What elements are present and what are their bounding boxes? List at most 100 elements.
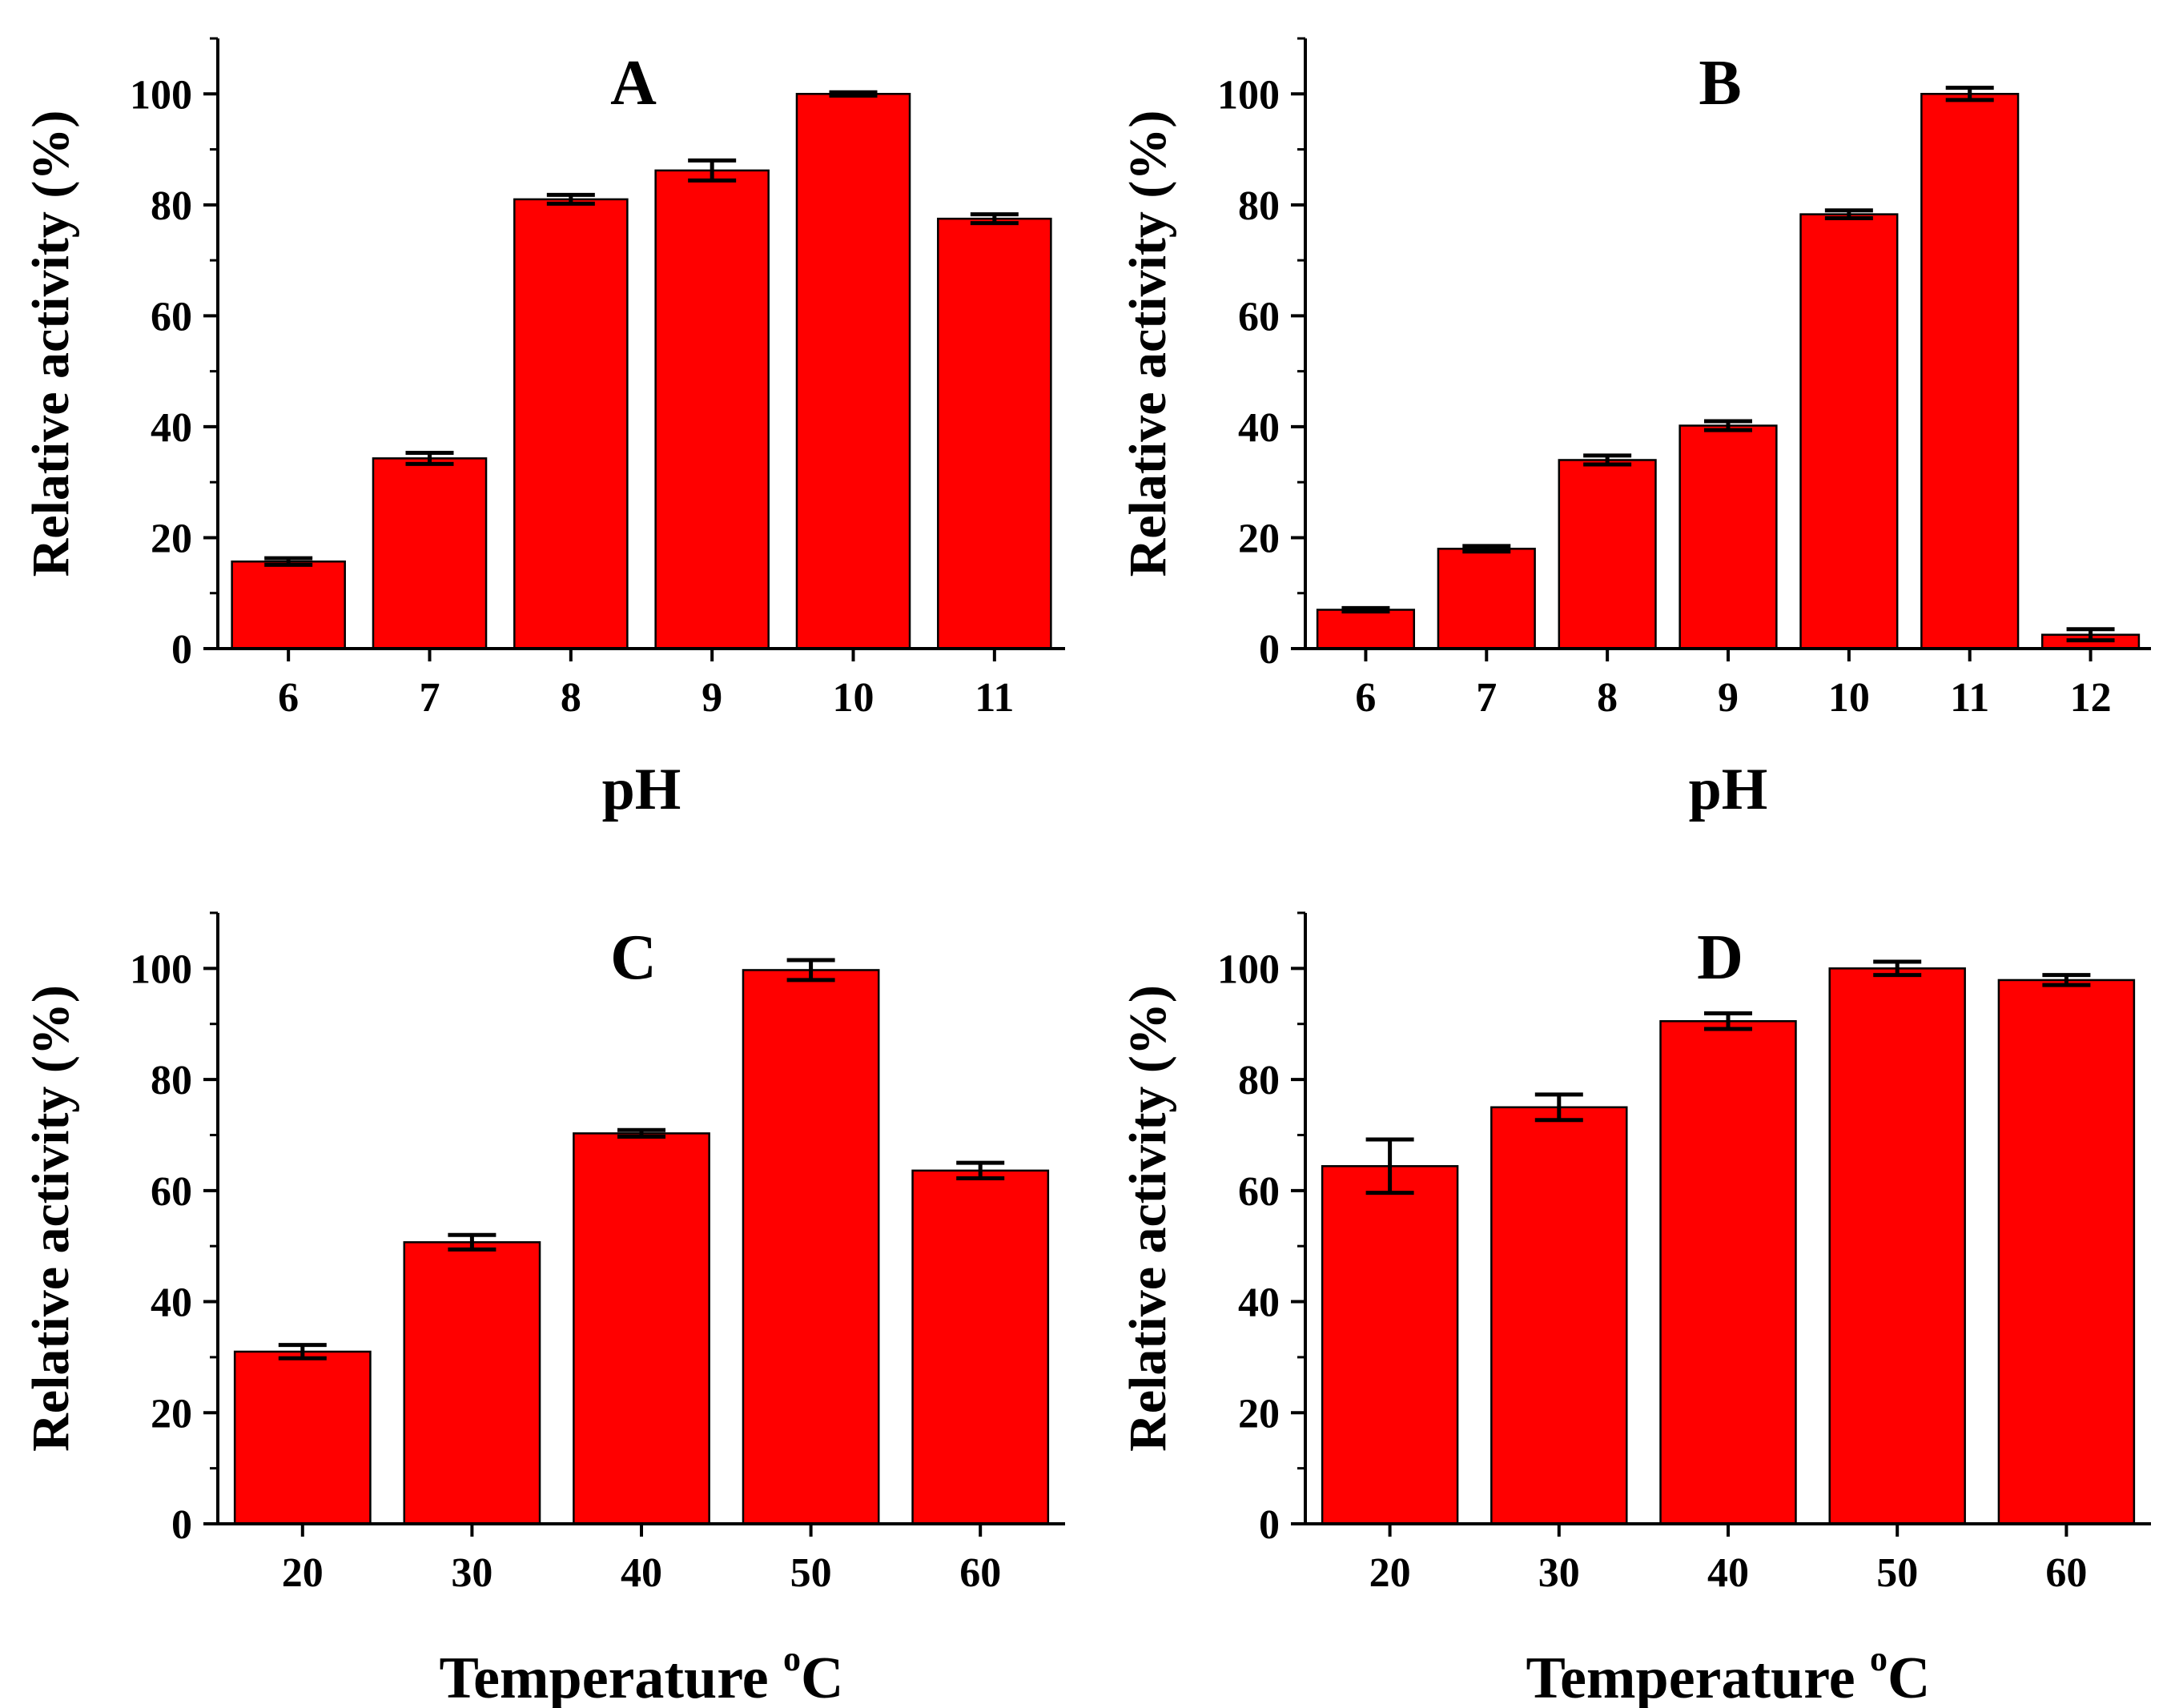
error-bar [1534, 1092, 1583, 1123]
panel-b: 6 7 8 9 10 11 12 0 20 40 60 80 100 B Relative activity… [1119, 37, 2151, 822]
y-tick-label: 40 [151, 405, 192, 451]
bar [1799, 213, 1899, 650]
y-tick-label: 60 [1238, 1169, 1280, 1215]
x-tick-label: 20 [282, 1550, 324, 1596]
y-axis-title: Relative activity (%) [22, 111, 80, 577]
error-bar [1704, 419, 1752, 432]
y-tick-label: 100 [1217, 946, 1280, 992]
x-tick-label: 60 [959, 1550, 1001, 1596]
y-tick-label: 80 [1238, 183, 1280, 229]
bar [1920, 93, 2020, 650]
bar [573, 1132, 710, 1525]
bar [1828, 967, 1966, 1525]
panel-a: 6 7 8 9 10 11 0 20 40 60 80 100 A Relative activity (… [22, 37, 1065, 822]
y-axis-title: Relative activity (%) [1119, 111, 1177, 577]
y-tick-label: 20 [151, 1391, 192, 1437]
y-tick-label: 80 [1238, 1058, 1280, 1103]
y-tick-label: 100 [130, 946, 192, 992]
error-bar [448, 1232, 497, 1252]
panel-letter: A [610, 48, 657, 119]
bar [911, 1169, 1050, 1525]
y-tick-label: 60 [1238, 294, 1280, 340]
y-axis-title: Relative activity (%) [22, 985, 80, 1452]
y-tick-label: 0 [1259, 1502, 1280, 1548]
error-bar [1341, 605, 1390, 614]
y-tick-label: 80 [151, 183, 192, 229]
error-bar [264, 556, 313, 567]
x-axis-title-text: Temperature [440, 1646, 784, 1708]
error-bar [546, 192, 595, 206]
x-tick-label: 40 [621, 1550, 662, 1596]
x-tick-label: 9 [702, 675, 722, 721]
error-bar [2042, 973, 2091, 987]
y-tick-label: 100 [130, 72, 192, 118]
x-tick-label: 10 [1828, 675, 1870, 721]
error-bar [1462, 544, 1511, 554]
x-tick-label: 20 [1369, 1550, 1411, 1596]
error-bar [1873, 959, 1922, 978]
x-tick-label: 7 [1476, 675, 1497, 721]
y-tick-label: 0 [1259, 627, 1280, 673]
y-tick-label: 20 [1238, 1391, 1280, 1437]
bar [513, 198, 629, 650]
x-tick-label: 6 [278, 675, 299, 721]
x-tick-label: 10 [833, 675, 874, 721]
error-bar [956, 1160, 1005, 1181]
y-tick-label: 0 [171, 627, 192, 673]
bar [231, 560, 346, 650]
y-axis-title: Relative activity (%) [1119, 985, 1177, 1452]
bar [1997, 979, 2136, 1525]
y-tick-label: 40 [151, 1280, 192, 1326]
bar [233, 1350, 372, 1525]
x-tick-label: 11 [1950, 675, 1989, 721]
panel-letter: C [610, 922, 657, 993]
error-bar [829, 90, 878, 98]
y-tick-label: 60 [151, 294, 192, 340]
bar [403, 1241, 541, 1525]
y-tick-label: 40 [1238, 405, 1280, 451]
x-tick-label: 8 [561, 675, 581, 721]
y-tick-label: 20 [1238, 516, 1280, 561]
bar [372, 457, 488, 650]
x-tick-label: 30 [1538, 1550, 1580, 1596]
error-bar [970, 212, 1019, 226]
y-tick-label: 20 [151, 516, 192, 561]
error-bar [786, 958, 835, 983]
x-axis-title: Temperature oC [440, 1639, 844, 1708]
bar [1316, 609, 1416, 650]
bar [1659, 1020, 1797, 1525]
x-axis-title: pH [1689, 757, 1768, 822]
bar [1437, 548, 1536, 650]
bar [742, 969, 880, 1525]
bar [1558, 459, 1657, 650]
x-axis-title-unit: C [801, 1646, 843, 1708]
y-tick-label: 40 [1238, 1280, 1280, 1326]
x-tick-label: 9 [1718, 675, 1739, 721]
x-tick-label: 50 [790, 1550, 832, 1596]
x-tick-label: 6 [1355, 675, 1376, 721]
error-bar [1365, 1137, 1414, 1196]
bar [1490, 1106, 1628, 1525]
x-tick-label: 30 [451, 1550, 492, 1596]
bar [1678, 424, 1778, 650]
error-bar [617, 1127, 665, 1139]
x-tick-label: 60 [2045, 1550, 2087, 1596]
y-tick-label: 80 [151, 1058, 192, 1103]
x-tick-label: 12 [2070, 675, 2112, 721]
y-tick-label: 0 [171, 1502, 192, 1548]
y-tick-label: 60 [151, 1169, 192, 1215]
x-tick-label: 7 [420, 675, 440, 721]
x-axis-title-unit: C [1888, 1646, 1930, 1708]
x-tick-label: 8 [1597, 675, 1618, 721]
error-bar [1704, 1011, 1752, 1031]
panel-c: 20 30 40 50 60 0 20 40 60 80 100 C Relative activity… [22, 911, 1065, 1708]
error-bar [278, 1343, 327, 1360]
x-tick-label: 40 [1707, 1550, 1749, 1596]
bar [1321, 1165, 1459, 1525]
x-axis-title-superscript: o [1870, 1639, 1888, 1678]
bar [937, 217, 1052, 650]
error-bar [405, 450, 454, 466]
panel-letter: D [1697, 922, 1743, 993]
error-bar [1945, 86, 1994, 102]
